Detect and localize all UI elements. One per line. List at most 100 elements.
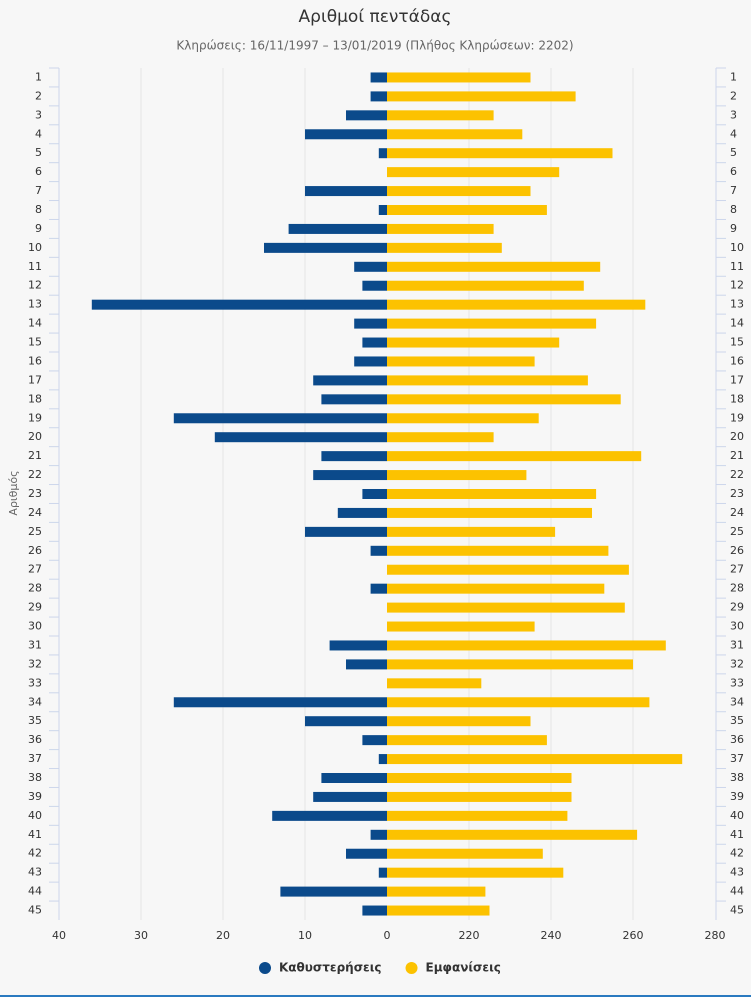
bar bbox=[329, 640, 387, 651]
bar bbox=[370, 829, 387, 840]
y2-tick-label: 10 bbox=[730, 241, 744, 254]
bar bbox=[370, 72, 387, 83]
bar bbox=[387, 413, 539, 424]
y-tick-label: 35 bbox=[28, 714, 42, 727]
bar bbox=[387, 583, 605, 594]
legend-label: Εμφανίσεις bbox=[426, 961, 501, 975]
x2-tick-label: 220 bbox=[459, 929, 480, 942]
y-tick-label: 40 bbox=[28, 809, 42, 822]
y2-tick-label: 39 bbox=[730, 790, 744, 803]
bar bbox=[321, 394, 387, 405]
bar bbox=[387, 735, 547, 746]
x-tick-label: 0 bbox=[384, 929, 391, 942]
bar bbox=[387, 375, 588, 386]
x2-tick-label: 240 bbox=[541, 929, 562, 942]
y2-tick-label: 23 bbox=[730, 487, 744, 500]
bar bbox=[387, 242, 502, 253]
y-tick-label: 30 bbox=[28, 620, 42, 633]
bar bbox=[387, 905, 490, 916]
bar bbox=[370, 545, 387, 556]
bar bbox=[387, 186, 531, 197]
bar bbox=[305, 716, 387, 727]
bar bbox=[305, 129, 387, 140]
y-tick-label: 27 bbox=[28, 563, 42, 576]
y-tick-label: 39 bbox=[28, 790, 42, 803]
bar bbox=[387, 394, 621, 405]
bar bbox=[387, 356, 535, 367]
y-tick-label: 3 bbox=[35, 108, 42, 121]
bar bbox=[354, 356, 387, 367]
chart-subtitle: Κληρώσεις: 16/11/1997 – 13/01/2019 (Πλήθ… bbox=[176, 39, 573, 53]
y2-tick-label: 41 bbox=[730, 828, 744, 841]
y-tick-label: 2 bbox=[35, 89, 42, 102]
bar bbox=[387, 621, 535, 632]
bar bbox=[346, 659, 387, 670]
y-tick-label: 6 bbox=[35, 165, 42, 178]
y-tick-label: 22 bbox=[28, 468, 42, 481]
bar bbox=[387, 829, 638, 840]
bar bbox=[378, 205, 387, 215]
y2-tick-label: 45 bbox=[730, 904, 744, 917]
y-tick-label: 12 bbox=[28, 279, 42, 292]
y-tick-label: 1 bbox=[35, 70, 42, 83]
bottom-border bbox=[0, 995, 751, 997]
y2-tick-label: 19 bbox=[730, 411, 744, 424]
x-tick-label: 30 bbox=[134, 929, 148, 942]
y-tick-label: 21 bbox=[28, 449, 42, 462]
bar bbox=[337, 507, 387, 518]
bar bbox=[378, 867, 387, 878]
y2-tick-label: 15 bbox=[730, 336, 744, 349]
y-tick-label: 29 bbox=[28, 601, 42, 614]
y-tick-label: 10 bbox=[28, 241, 42, 254]
x2-tick-label: 280 bbox=[705, 929, 726, 942]
bar bbox=[362, 735, 387, 746]
bar bbox=[387, 205, 547, 215]
bar bbox=[91, 299, 388, 310]
y2-tick-label: 32 bbox=[730, 657, 744, 670]
bar bbox=[387, 507, 592, 518]
y2-tick-label: 25 bbox=[730, 525, 744, 538]
y2-tick-label: 26 bbox=[730, 544, 744, 557]
y-tick-label: 31 bbox=[28, 638, 42, 651]
y-tick-label: 41 bbox=[28, 828, 42, 841]
y-tick-label: 17 bbox=[28, 373, 42, 386]
bar bbox=[313, 375, 387, 386]
y2-tick-label: 1 bbox=[730, 70, 737, 83]
y2-tick-label: 8 bbox=[730, 203, 737, 216]
y2-tick-label: 34 bbox=[730, 695, 744, 708]
y2-tick-label: 44 bbox=[730, 885, 744, 898]
y2-tick-label: 16 bbox=[730, 354, 744, 367]
bar bbox=[346, 110, 387, 121]
bar bbox=[387, 299, 646, 310]
y-tick-label: 11 bbox=[28, 260, 42, 273]
y-tick-label: 20 bbox=[28, 430, 42, 443]
y2-tick-label: 12 bbox=[730, 279, 744, 292]
y-tick-label: 28 bbox=[28, 582, 42, 595]
bar bbox=[387, 470, 527, 481]
y2-tick-label: 9 bbox=[730, 222, 737, 235]
y2-tick-label: 13 bbox=[730, 298, 744, 311]
bar bbox=[387, 148, 613, 159]
bar bbox=[387, 129, 523, 140]
y-tick-label: 43 bbox=[28, 866, 42, 879]
bar bbox=[387, 167, 560, 178]
bar bbox=[387, 110, 494, 121]
y2-tick-label: 14 bbox=[730, 317, 744, 330]
bar bbox=[378, 754, 387, 765]
bar bbox=[321, 451, 387, 462]
bar bbox=[387, 810, 568, 821]
bar bbox=[378, 148, 387, 159]
y-tick-label: 9 bbox=[35, 222, 42, 235]
y-tick-label: 7 bbox=[35, 184, 42, 197]
bar bbox=[387, 451, 642, 462]
legend-swatch bbox=[405, 962, 418, 974]
y-tick-label: 8 bbox=[35, 203, 42, 216]
bar bbox=[387, 716, 531, 727]
y2-tick-label: 21 bbox=[730, 449, 744, 462]
y-tick-label: 36 bbox=[28, 733, 42, 746]
bar bbox=[387, 72, 531, 83]
y2-tick-label: 31 bbox=[730, 638, 744, 651]
y2-tick-label: 35 bbox=[730, 714, 744, 727]
bar bbox=[387, 754, 683, 765]
